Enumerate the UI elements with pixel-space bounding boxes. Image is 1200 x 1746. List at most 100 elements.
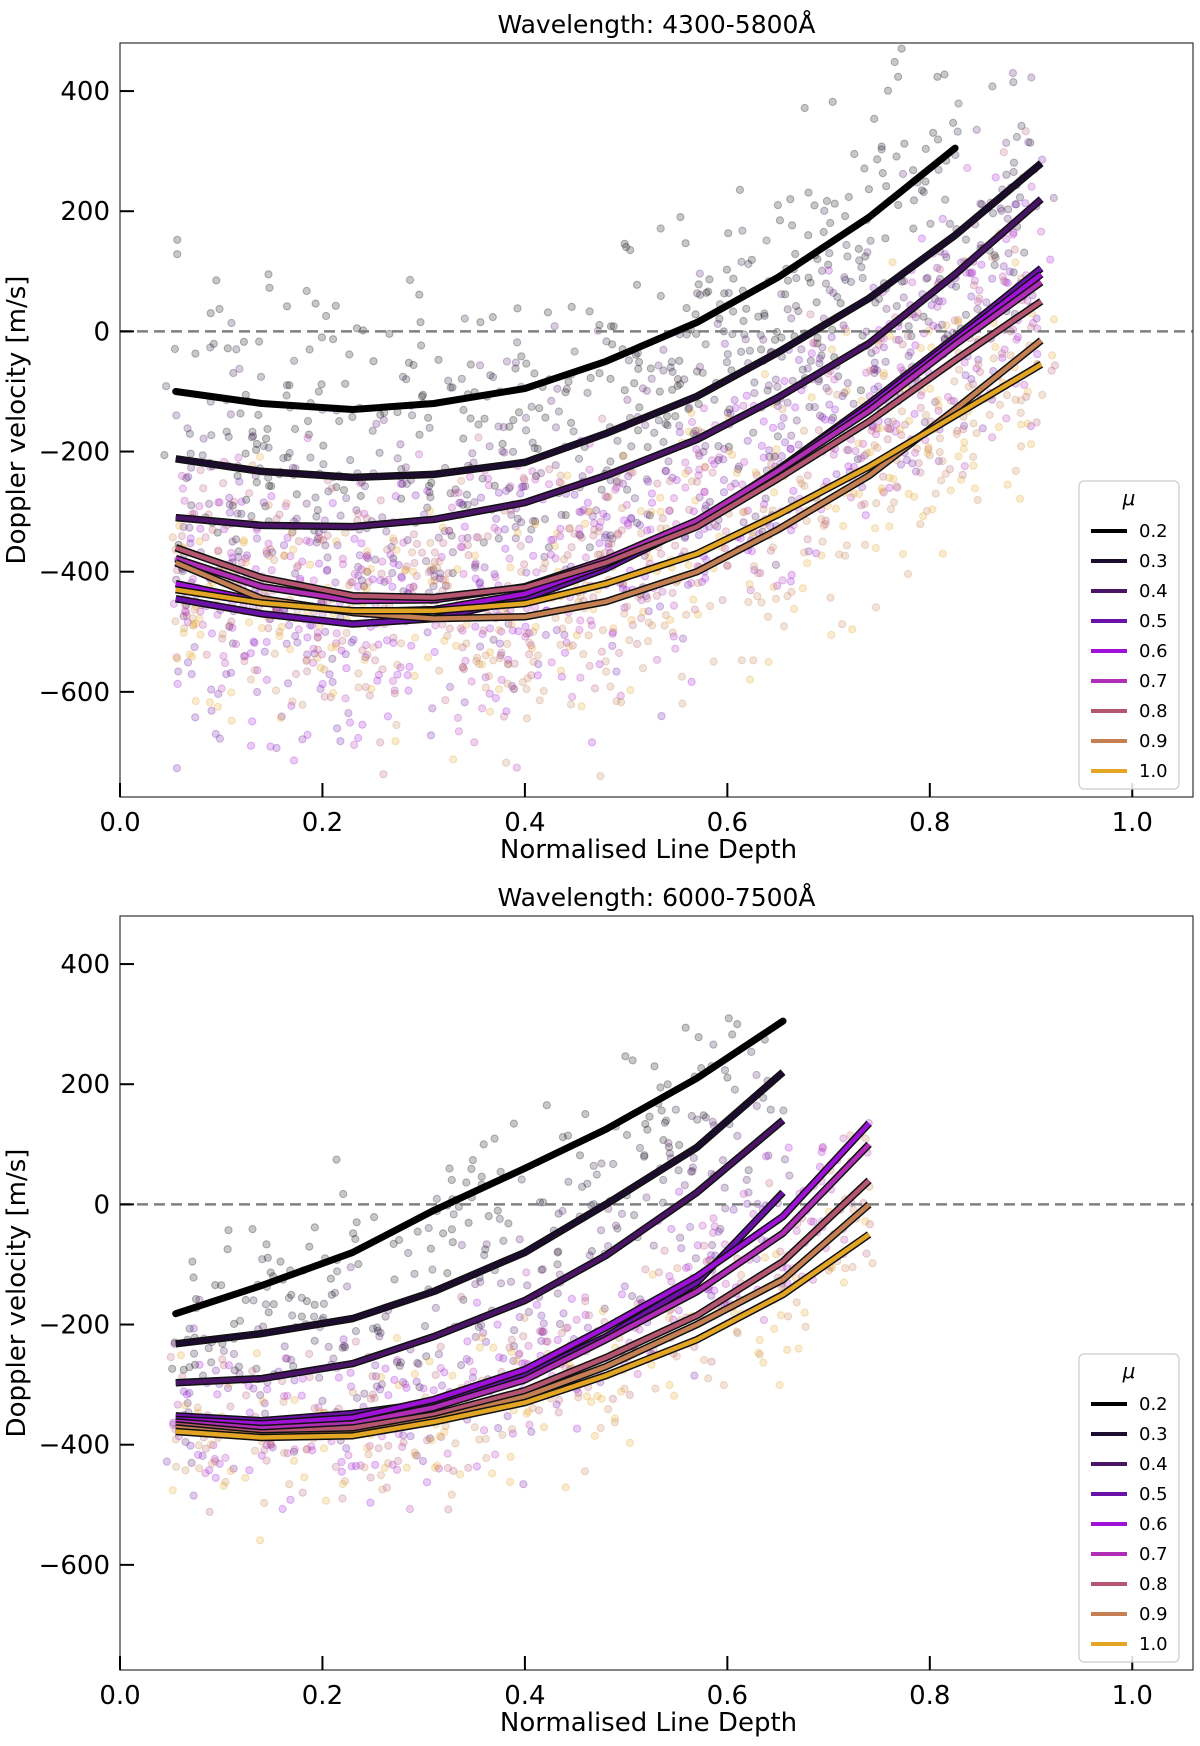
chart-1-scatter-point	[403, 536, 412, 545]
chart-1-scatter-point	[953, 426, 962, 435]
chart-1-scatter-point	[933, 396, 942, 405]
chart-1-scatter-point	[303, 667, 312, 676]
chart-1-scatter-point	[909, 224, 918, 233]
chart-1-scatter-point	[779, 413, 788, 423]
chart-2-scatter-point	[495, 1214, 504, 1223]
chart-2-scatter-point	[680, 1181, 689, 1190]
chart-2-scatter-point	[755, 1350, 764, 1359]
chart-2-scatter-point	[189, 1491, 198, 1500]
chart-2-scatter-point	[474, 1322, 483, 1332]
chart-1-scatter-point	[429, 565, 438, 574]
chart-1-scatter-point	[315, 559, 324, 568]
chart-2-scatter-point	[665, 1272, 674, 1281]
chart-1-scatter-point	[779, 622, 789, 631]
chart-2-scatter-point	[524, 1407, 533, 1416]
chart-1-scatter-point	[247, 512, 256, 521]
chart-1-scatter-point	[827, 630, 836, 640]
chart-2-legend-label-mu-0.8: 0.8	[1139, 1574, 1168, 1595]
chart-1-scatter-point	[265, 481, 274, 490]
chart-1-scatter-point	[383, 712, 392, 721]
chart-1-scatter-point	[451, 641, 461, 650]
chart-2-scatter-point	[402, 1383, 411, 1393]
chart-1-scatter-point	[961, 235, 971, 244]
chart-2-scatter-point	[300, 1473, 309, 1482]
chart-2-scatter-point	[515, 1313, 524, 1322]
chart-2-scatter-point	[430, 1463, 440, 1472]
chart-1-scatter-point	[924, 317, 933, 326]
chart-2-scatter-point	[384, 1441, 393, 1450]
chart-1-scatter-point	[270, 555, 279, 565]
chart-2-line-mu-0.2	[172, 1017, 787, 1318]
chart-1-scatter-point	[535, 404, 544, 413]
chart-2-scatter-point	[179, 1365, 188, 1374]
chart-1-scatter-point	[804, 231, 813, 240]
chart-1-scatter-point	[747, 255, 756, 264]
chart-1-scatter-point	[449, 755, 458, 764]
chart-1-scatter-point	[806, 278, 815, 287]
chart-2-scatter-point	[665, 1313, 674, 1322]
chart-2-scatter-point	[462, 1355, 471, 1364]
chart-2-scatter-point	[375, 1332, 384, 1341]
chart-1-scatter-point	[500, 525, 509, 534]
chart-2-scatter-point	[574, 1393, 583, 1402]
chart-2-scatter-point	[564, 1177, 573, 1186]
chart-2-scatter-point	[617, 1290, 627, 1299]
chart-1-scatter-point	[787, 431, 796, 440]
chart-2-scatter-point	[420, 1322, 430, 1331]
chart-1-scatter-point	[665, 476, 675, 486]
chart-1-scatter-point	[391, 492, 400, 501]
chart-1-scatter-point	[928, 505, 937, 514]
chart-1-scatter-point	[659, 345, 668, 354]
chart-2-scatter-point	[509, 1356, 518, 1366]
chart-1-scatter-point	[461, 656, 470, 665]
chart-1-scatter-point	[393, 454, 402, 463]
chart-1-scatter-point	[763, 386, 772, 395]
chart-1-scatter-point	[439, 539, 448, 548]
chart-1-scatter-point	[249, 637, 258, 646]
chart-1-scatter-point	[404, 358, 413, 367]
chart-1-scatter-point	[738, 226, 747, 235]
chart-2-scatter-point	[338, 1343, 347, 1352]
chart-2-scatter-point	[709, 1214, 718, 1223]
chart-1-scatter-point	[933, 263, 942, 272]
chart-2-scatter-point	[260, 1399, 269, 1408]
chart-1-scatter-point	[191, 349, 200, 358]
chart-1-scatter-point	[896, 363, 905, 372]
chart-2-scatter-point	[279, 1448, 289, 1458]
chart-1-scatter-point	[225, 621, 234, 630]
chart-1-scatter-point	[312, 512, 321, 521]
chart-1-scatter-point	[198, 620, 207, 630]
chart-1-scatter-point	[411, 633, 420, 642]
chart-2-scatter-point	[701, 1113, 711, 1122]
chart-2-xtick-label: 0.2	[302, 1681, 343, 1711]
chart-1-scatter-point	[476, 578, 485, 587]
chart-2-scatter-point	[784, 1143, 793, 1152]
chart-2-scatter-point	[429, 1386, 438, 1395]
chart-2-scatter-point	[280, 1392, 289, 1401]
chart-1-scatter-point	[196, 524, 205, 533]
chart-1-scatter-point	[349, 635, 358, 644]
chart-1-legend-label-mu-0.8: 0.8	[1139, 701, 1168, 722]
chart-1-scatter-point	[1048, 351, 1057, 360]
chart-2-scatter-point	[456, 1470, 465, 1479]
chart-1-scatter-point	[660, 621, 669, 630]
chart-1-scatter-point	[719, 475, 729, 485]
chart-1-scatter-point	[464, 551, 473, 560]
chart-1-scatter-point	[289, 756, 299, 765]
chart-1-scatter-point	[397, 494, 406, 503]
chart-2-scatter-point	[351, 1337, 360, 1346]
chart-1-scatter-point	[277, 622, 286, 632]
chart-1-scatter-point	[850, 149, 859, 159]
chart-1-scatter-point	[1049, 193, 1058, 203]
chart-1-scatter-point	[656, 524, 665, 533]
chart-1-scatter-point	[228, 553, 237, 562]
chart-2-scatter-point	[428, 1265, 437, 1274]
chart-1-scatter-point	[522, 629, 531, 638]
chart-2-scatter-point	[279, 1397, 288, 1407]
chart-1-scatter-point	[579, 650, 588, 659]
chart-1-scatter-point	[383, 545, 392, 554]
chart-1-scatter-point	[363, 554, 372, 563]
chart-1-scatter-point	[697, 577, 707, 587]
chart-2-scatter-point	[217, 1281, 226, 1290]
chart-1-scatter-point	[378, 513, 387, 522]
